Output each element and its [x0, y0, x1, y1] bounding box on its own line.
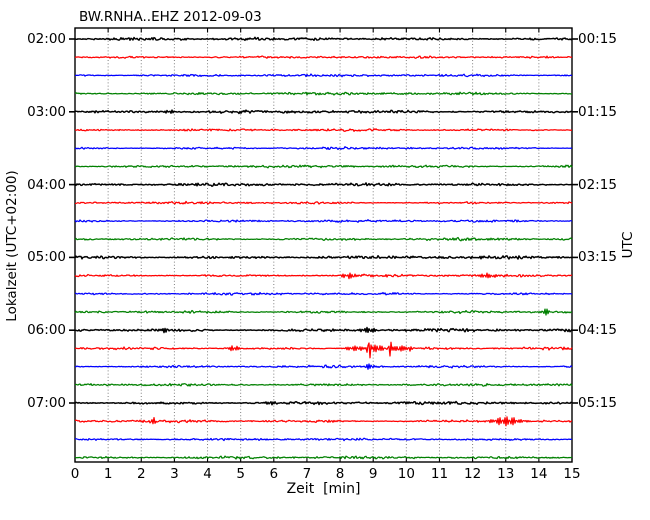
minute-tick-label: 13: [497, 466, 515, 482]
minute-tick-label: 0: [70, 466, 80, 482]
seismic-trace: [75, 437, 573, 442]
utc-tick-label: 04:15: [578, 322, 617, 339]
seismic-trace: [74, 146, 573, 151]
seismic-trace: [74, 236, 573, 242]
seismic-trace: [74, 416, 573, 427]
minute-tick-label: 6: [269, 466, 279, 482]
local-time-tick-label: 03:00: [27, 103, 66, 120]
local-time-tick-label: 05:00: [27, 249, 66, 266]
time-minutes-axis-label: Zeit [min]: [286, 481, 361, 497]
seismic-trace: [74, 55, 573, 59]
utc-axis-label: UTC: [620, 231, 636, 259]
seismic-trace: [74, 400, 573, 406]
seismic-trace: [74, 91, 572, 96]
utc-tick-label: 05:15: [578, 395, 617, 411]
seismic-trace: [74, 382, 573, 387]
seismic-trace: [74, 182, 573, 188]
seismic-trace: [74, 164, 573, 169]
minute-tick-label: 15: [563, 466, 581, 482]
utc-tick-label: 03:15: [578, 249, 617, 266]
utc-tick-label: 00:15: [578, 31, 617, 47]
local-time-tick-label: 02:00: [27, 31, 66, 47]
seismic-trace: [74, 455, 573, 460]
seismic-trace: [75, 363, 573, 370]
seismic-trace: [75, 200, 573, 205]
local-time-tick-label: 06:00: [27, 322, 66, 339]
minute-tick-label: 12: [464, 466, 482, 482]
seismic-trace: [74, 254, 573, 260]
utc-tick-label: 01:15: [578, 103, 617, 120]
minute-tick-label: 4: [203, 466, 212, 482]
local-time-tick-label: 07:00: [27, 395, 66, 411]
utc-tick-label: 02:15: [578, 176, 617, 193]
seismic-trace: [74, 291, 573, 296]
minute-tick-label: 3: [170, 466, 179, 482]
minute-tick-label: 2: [136, 466, 146, 482]
seismic-trace: [74, 109, 573, 115]
seismic-trace: [74, 272, 572, 280]
minute-tick-label: 7: [302, 466, 312, 482]
axes-frame: [74, 27, 573, 463]
minute-tick-label: 5: [236, 466, 245, 482]
minute-tick-label: 14: [530, 466, 548, 482]
local-time-tick-label: 04:00: [27, 176, 66, 193]
seismic-trace: [74, 128, 573, 132]
seismic-trace: [74, 219, 573, 223]
seismic-trace: [74, 73, 573, 78]
plot-title: BW.RNHA..EHZ 2012-09-03: [79, 9, 262, 25]
seismic-trace: [74, 36, 573, 42]
minute-tick-label: 11: [430, 466, 449, 482]
seismic-trace: [74, 341, 573, 359]
seismic-trace: [74, 308, 572, 316]
seismic-trace: [74, 326, 573, 334]
minute-tick-label: 1: [103, 466, 113, 482]
minute-tick-label: 8: [335, 466, 345, 482]
minute-tick-label: 10: [397, 466, 415, 482]
minute-tick-label: 9: [368, 466, 378, 482]
